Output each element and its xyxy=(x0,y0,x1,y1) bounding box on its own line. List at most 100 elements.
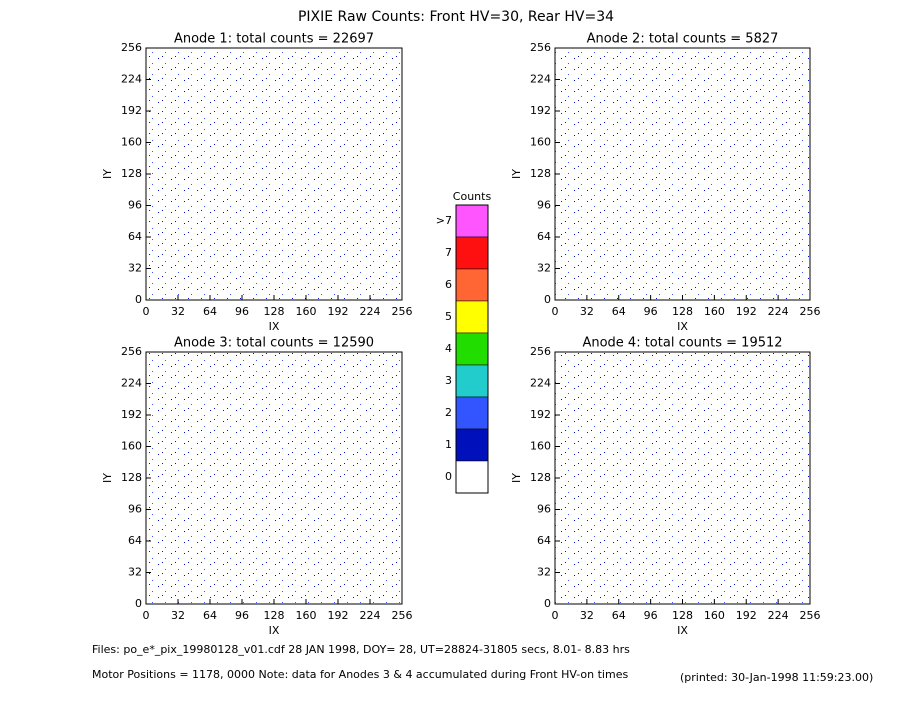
x-tick-label: 192 xyxy=(736,305,757,318)
y-tick-label: 32 xyxy=(128,566,142,579)
panel-title: Anode 3: total counts = 12590 xyxy=(174,336,374,351)
colorbar-label: 1 xyxy=(445,438,452,451)
x-axis-label: IX xyxy=(677,320,688,333)
y-tick-label: 0 xyxy=(544,597,551,610)
x-tick-label: 0 xyxy=(552,609,559,622)
x-tick-label: 160 xyxy=(296,305,317,318)
plot-area xyxy=(554,47,811,301)
x-tick-label: 128 xyxy=(672,609,693,622)
x-tick-label: 224 xyxy=(768,305,789,318)
x-tick-label: 192 xyxy=(736,609,757,622)
x-tick-label: 32 xyxy=(171,305,185,318)
x-axis-label: IX xyxy=(677,624,688,637)
x-tick-label: 32 xyxy=(580,609,594,622)
page-title: PIXIE Raw Counts: Front HV=30, Rear HV=3… xyxy=(298,9,614,25)
x-tick-label: 64 xyxy=(203,609,217,622)
x-tick-label: 256 xyxy=(392,305,413,318)
footer-motor: Motor Positions = 1178, 0000 Note: data … xyxy=(92,668,628,681)
x-tick-label: 192 xyxy=(328,609,349,622)
plot-area xyxy=(145,47,403,301)
y-tick-label: 128 xyxy=(530,471,551,484)
colorbar-swatch xyxy=(455,460,489,494)
y-tick-label: 256 xyxy=(530,41,551,54)
y-tick-label: 96 xyxy=(537,199,551,212)
y-tick-label: 160 xyxy=(530,136,551,149)
y-tick-label: 128 xyxy=(121,167,142,180)
y-tick-label: 192 xyxy=(530,408,551,421)
x-tick-label: 224 xyxy=(360,609,381,622)
colorbar-label: 3 xyxy=(445,374,452,387)
colorbar-label: 4 xyxy=(445,342,452,355)
colorbar-swatch xyxy=(455,204,489,238)
y-tick-label: 256 xyxy=(530,345,551,358)
y-axis-label: IY xyxy=(510,169,523,179)
y-axis-label: IY xyxy=(101,169,114,179)
x-tick-label: 96 xyxy=(235,305,249,318)
x-tick-label: 160 xyxy=(296,609,317,622)
y-tick-label: 192 xyxy=(530,104,551,117)
y-tick-label: 192 xyxy=(121,408,142,421)
colorbar-swatch xyxy=(455,428,489,462)
y-tick-label: 32 xyxy=(537,566,551,579)
y-tick-label: 256 xyxy=(121,41,142,54)
panel-title: Anode 2: total counts = 5827 xyxy=(587,32,779,47)
colorbar-title: Counts xyxy=(453,190,492,203)
y-tick-label: 256 xyxy=(121,345,142,358)
x-axis-label: IX xyxy=(269,624,280,637)
x-tick-label: 160 xyxy=(704,609,725,622)
colorbar-label: >7 xyxy=(436,214,452,227)
panel-title: Anode 4: total counts = 19512 xyxy=(582,336,782,351)
footer-files: Files: po_e*_pix_19980128_v01.cdf 28 JAN… xyxy=(92,643,630,656)
x-axis-label: IX xyxy=(269,320,280,333)
y-axis-label: IY xyxy=(101,473,114,483)
x-tick-label: 32 xyxy=(171,609,185,622)
colorbar-frame xyxy=(455,204,489,494)
y-tick-label: 96 xyxy=(128,199,142,212)
y-axis-label: IY xyxy=(510,473,523,483)
x-tick-label: 0 xyxy=(143,609,150,622)
x-tick-label: 0 xyxy=(143,305,150,318)
y-tick-label: 96 xyxy=(537,503,551,516)
colorbar-swatch xyxy=(455,236,489,270)
y-tick-label: 64 xyxy=(128,230,142,243)
x-tick-label: 256 xyxy=(800,305,821,318)
colorbar-swatch xyxy=(455,300,489,334)
y-tick-label: 224 xyxy=(530,377,551,390)
y-tick-label: 160 xyxy=(121,136,142,149)
colorbar-swatch xyxy=(455,396,489,430)
x-tick-label: 0 xyxy=(552,305,559,318)
x-tick-label: 256 xyxy=(800,609,821,622)
x-tick-label: 64 xyxy=(612,609,626,622)
colorbar-label: 6 xyxy=(445,278,452,291)
x-tick-label: 192 xyxy=(328,305,349,318)
colorbar-label: 2 xyxy=(445,406,452,419)
x-tick-label: 32 xyxy=(580,305,594,318)
y-tick-label: 128 xyxy=(121,471,142,484)
y-tick-label: 0 xyxy=(135,293,142,306)
y-tick-label: 64 xyxy=(537,230,551,243)
x-tick-label: 128 xyxy=(264,305,285,318)
x-tick-label: 64 xyxy=(612,305,626,318)
x-tick-label: 128 xyxy=(672,305,693,318)
x-tick-label: 96 xyxy=(644,609,658,622)
x-tick-label: 64 xyxy=(203,305,217,318)
y-tick-label: 160 xyxy=(530,440,551,453)
x-tick-label: 256 xyxy=(392,609,413,622)
y-tick-label: 224 xyxy=(121,377,142,390)
colorbar-label: 0 xyxy=(445,470,452,483)
y-tick-label: 0 xyxy=(544,293,551,306)
y-tick-label: 192 xyxy=(121,104,142,117)
x-tick-label: 128 xyxy=(264,609,285,622)
plot-area xyxy=(145,351,403,605)
y-tick-label: 32 xyxy=(128,262,142,275)
plot-area xyxy=(554,351,811,605)
x-tick-label: 224 xyxy=(768,609,789,622)
y-tick-label: 224 xyxy=(530,73,551,86)
y-tick-label: 32 xyxy=(537,262,551,275)
colorbar-label: 5 xyxy=(445,310,452,323)
colorbar-swatch xyxy=(455,332,489,366)
y-tick-label: 64 xyxy=(537,534,551,547)
y-tick-label: 160 xyxy=(121,440,142,453)
colorbar-swatch xyxy=(455,364,489,398)
